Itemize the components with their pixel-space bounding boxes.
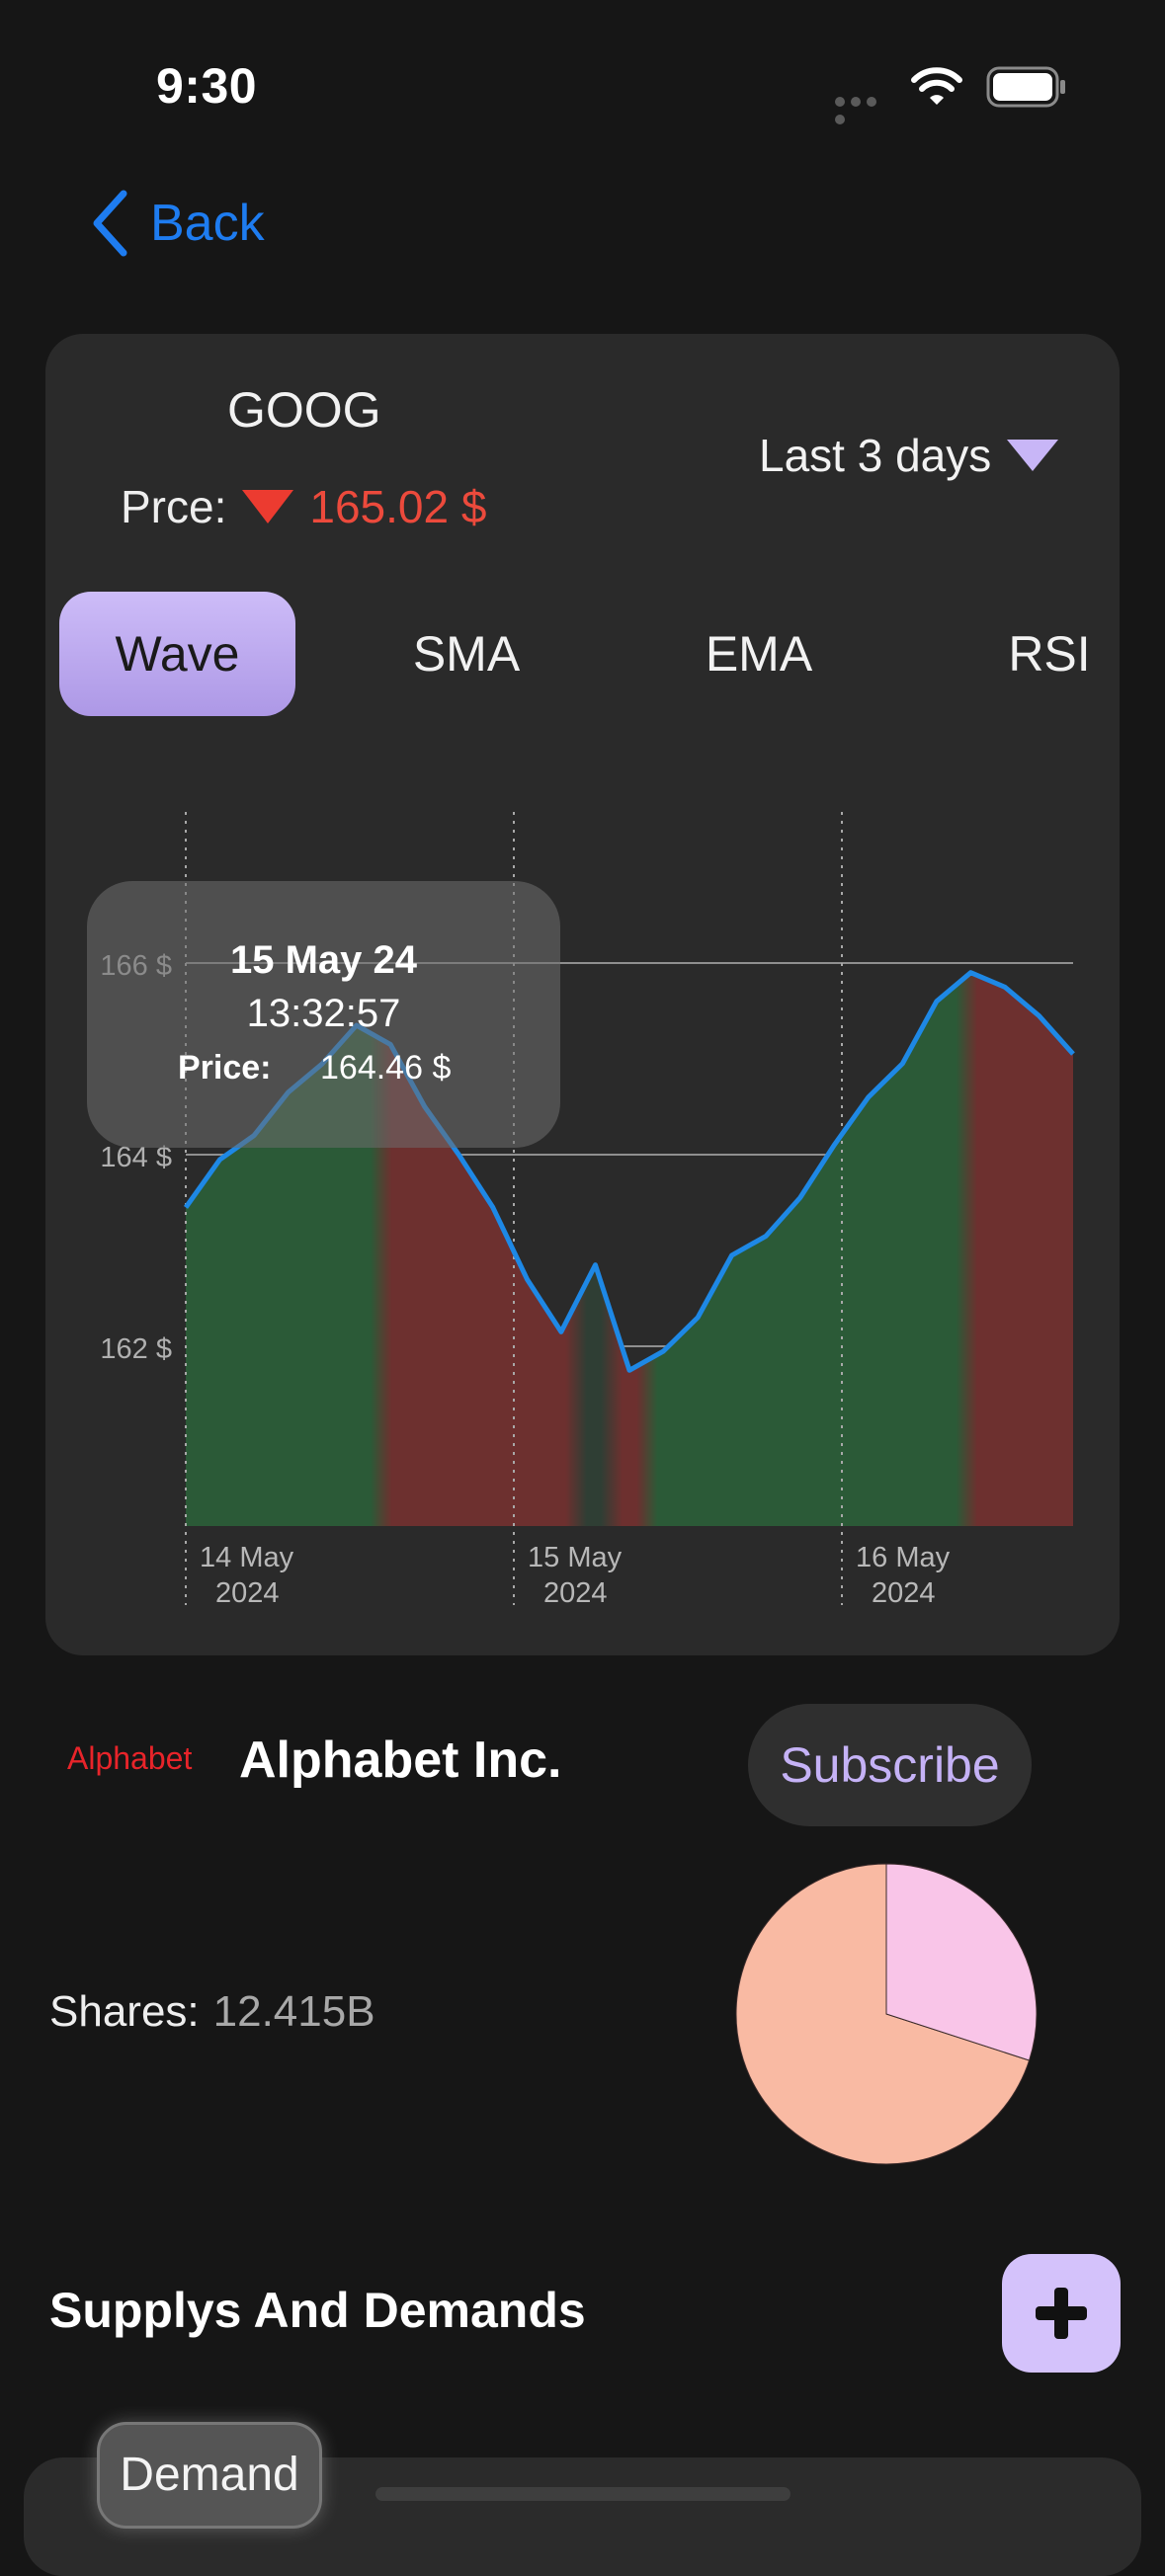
demand-tab[interactable]: Demand xyxy=(97,2422,322,2529)
pie-slice-minor xyxy=(885,1863,1038,2061)
x-tick-label: 15 May xyxy=(528,1542,623,1573)
section-title: Supplys And Demands xyxy=(49,2283,586,2338)
tooltip-price-label: Price: xyxy=(178,1049,272,1087)
subscribe-button[interactable]: Subscribe xyxy=(748,1704,1032,1826)
chart-tooltip xyxy=(87,881,560,1148)
shares-label: Shares: xyxy=(49,1987,200,2036)
price-value: 165.02 $ xyxy=(309,481,487,532)
wifi-icon xyxy=(911,67,962,105)
tooltip-date: 15 May 24 xyxy=(229,938,418,982)
company-logo: Alphabet xyxy=(67,1740,193,1776)
shares-row: Shares: 12.415B xyxy=(49,1987,375,2037)
add-button[interactable] xyxy=(1002,2254,1121,2373)
tab-ema[interactable]: EMA xyxy=(705,626,813,682)
tab-wave[interactable]: Wave xyxy=(115,626,240,682)
range-dropdown[interactable]: Last 3 days xyxy=(759,429,1059,482)
chevron-left-icon xyxy=(93,190,127,257)
x-tick-year: 2024 xyxy=(543,1577,608,1609)
back-label: Back xyxy=(150,195,265,252)
shares-pie-chart xyxy=(735,1863,1038,2165)
price-label: Prce: xyxy=(121,481,227,532)
x-tick-label: 16 May xyxy=(856,1542,951,1573)
shares-value: 12.415B xyxy=(212,1987,375,2036)
tooltip-price-value: 164.46 $ xyxy=(320,1049,452,1087)
dropdown-arrow-icon xyxy=(1007,440,1059,471)
y-tick-label: 162 $ xyxy=(100,1333,172,1365)
tab-rsi[interactable]: RSI xyxy=(1008,626,1091,682)
battery-icon xyxy=(986,66,1065,108)
back-button[interactable]: Back xyxy=(91,188,265,259)
home-indicator xyxy=(375,2487,791,2501)
x-tick-year: 2024 xyxy=(215,1577,280,1609)
company-name: Alphabet Inc. xyxy=(239,1731,562,1789)
tab-sma[interactable]: SMA xyxy=(412,626,521,682)
price-down-icon xyxy=(242,490,294,523)
price-row: Prce: 165.02 $ xyxy=(121,480,486,533)
tab-wave-highlight xyxy=(59,592,295,716)
x-tick-label: 14 May xyxy=(200,1542,294,1573)
range-label: Last 3 days xyxy=(759,430,992,481)
tooltip-time: 13:32:57 xyxy=(246,992,401,1035)
x-tick-year: 2024 xyxy=(872,1577,936,1609)
status-time: 9:30 xyxy=(156,58,258,114)
ticker-symbol: GOOG xyxy=(227,382,381,438)
pie-slice-major xyxy=(735,1863,1031,2165)
cellular-signal-icon xyxy=(835,94,896,124)
